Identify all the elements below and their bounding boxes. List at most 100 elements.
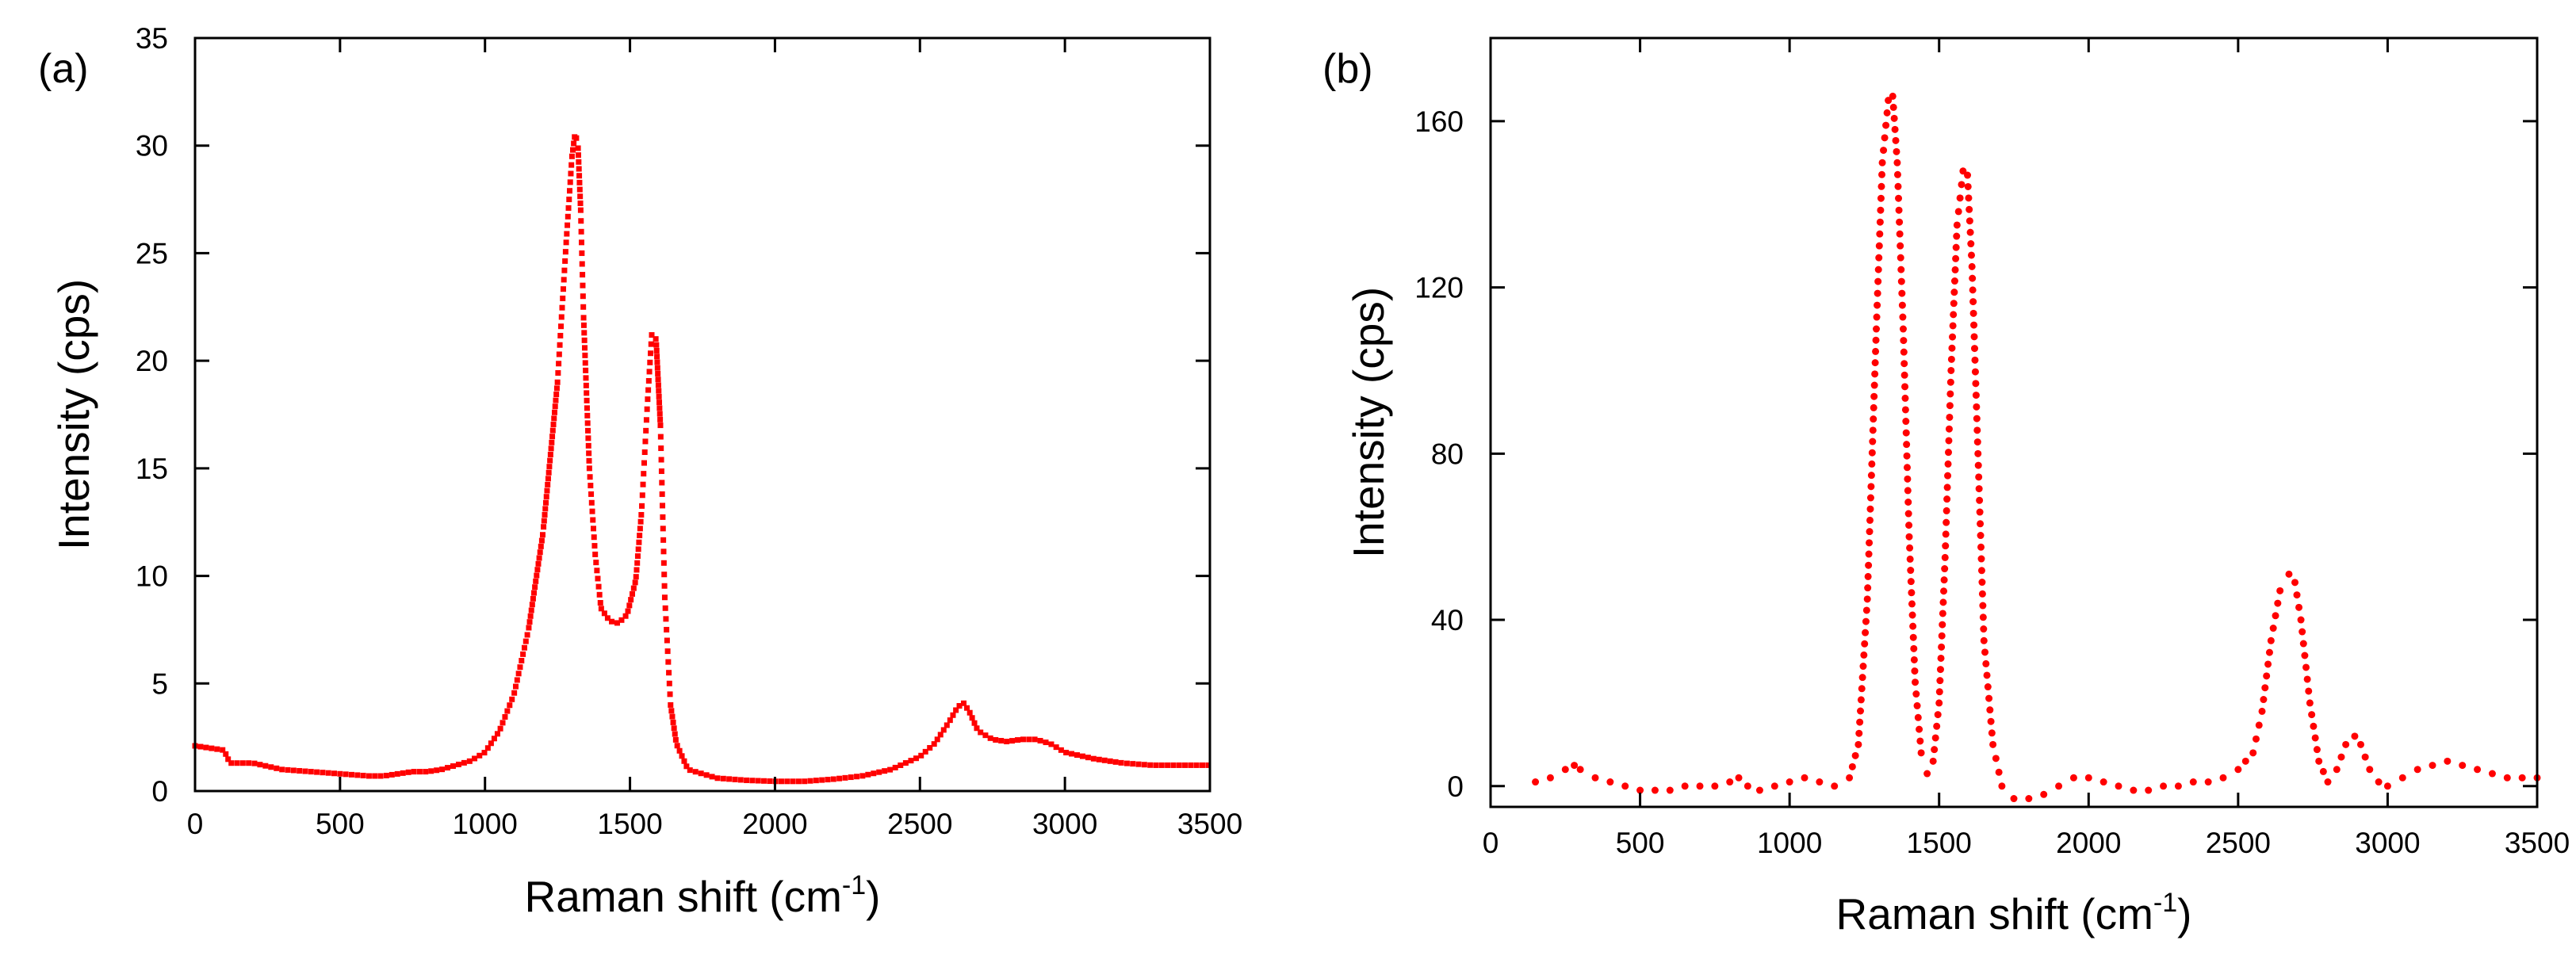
data-point-b [1945, 425, 1953, 433]
data-point-a [555, 370, 561, 376]
data-point-a [761, 778, 767, 784]
data-point-a [1048, 741, 1055, 747]
data-point-b [1916, 737, 1924, 745]
data-point-b [1893, 170, 1901, 178]
data-point-b [1865, 561, 1873, 569]
data-point-a [913, 755, 920, 762]
data-point-a [1090, 755, 1097, 762]
data-point-a [940, 727, 947, 733]
data-point-a [542, 511, 548, 518]
data-point-a [308, 769, 314, 775]
y-tick-label-a: 25 [136, 237, 168, 269]
data-point-b [2272, 612, 2279, 620]
data-point-b [1696, 782, 1704, 790]
y-tick-label-b: 40 [1431, 604, 1464, 636]
data-point-b [1651, 786, 1659, 794]
data-point-b [2315, 757, 2323, 765]
chart-panel-a: (a) 0 500 1000 1500 2000 2500 3000 3500 0 5 10 15 2… [38, 22, 1242, 921]
data-point-a [683, 763, 690, 770]
y-tick-label-a: 15 [136, 453, 168, 485]
data-point-b [1900, 337, 1908, 345]
data-point-a [848, 774, 854, 781]
data-point-b [2342, 740, 2350, 748]
data-point-a [660, 514, 666, 520]
data-point-b [1859, 663, 1867, 671]
data-point-a [659, 480, 665, 486]
data-point-a [580, 322, 587, 328]
data-point-b [1973, 403, 1981, 411]
data-point-a [539, 532, 545, 538]
data-point-b [2319, 767, 2327, 775]
data-point-a [223, 751, 229, 757]
data-point-a [561, 277, 567, 283]
data-point-b [2299, 640, 2307, 648]
data-point-b [1949, 322, 1957, 330]
data-point-a [520, 651, 526, 657]
data-point-b [1770, 782, 1778, 790]
data-point-b [1971, 345, 1978, 353]
data-point-b [1851, 751, 1859, 759]
data-point-a [565, 222, 571, 228]
data-point-b [1929, 757, 1937, 765]
data-point-b [1897, 254, 1904, 262]
data-point-b [1968, 262, 1976, 270]
data-point-a [1043, 740, 1049, 746]
data-point-a [656, 393, 662, 399]
data-point-b [1946, 378, 1954, 386]
data-point-a [641, 471, 647, 477]
data-point-b [1666, 786, 1674, 794]
data-point-a [512, 683, 519, 690]
data-point-b [1571, 762, 1579, 770]
data-point-b [1987, 717, 1995, 725]
data-point-b [1889, 103, 1897, 111]
data-point-b [1978, 579, 1986, 587]
data-point-a [1069, 751, 1075, 757]
data-point-a [593, 560, 599, 566]
data-point-a [644, 406, 650, 412]
data-point-b [1867, 483, 1875, 491]
data-point-b [1903, 441, 1911, 449]
data-point-a [576, 179, 583, 185]
data-point-b [1943, 484, 1951, 491]
data-point-a [660, 548, 667, 555]
data-point-a [577, 200, 584, 206]
data-point-a [802, 778, 808, 785]
data-point-a [657, 434, 664, 440]
data-point-a [578, 239, 584, 246]
data-point-b [1871, 359, 1879, 367]
data-point-a [565, 204, 572, 211]
data-point-b [2274, 599, 2282, 607]
data-point-b [1893, 147, 1900, 155]
data-point-a [502, 713, 508, 720]
data-point-b [2488, 770, 2496, 778]
data-point-a [543, 499, 549, 506]
data-point-a [579, 261, 585, 267]
data-point-a [898, 762, 904, 768]
data-point-a [676, 747, 683, 754]
data-point-a [214, 746, 220, 752]
data-point-b [2258, 707, 2266, 715]
data-point-b [2301, 652, 2309, 659]
data-point-b [1967, 240, 1975, 248]
data-point-b [1943, 495, 1951, 503]
data-point-b [2261, 684, 2269, 692]
data-point-b [2366, 766, 2374, 774]
x-axis-label-b: Raman shift (cm-1) [1836, 888, 2192, 938]
data-point-a [629, 591, 635, 597]
data-point-a [564, 231, 570, 237]
data-point-a [477, 752, 483, 759]
data-point-a [538, 543, 544, 549]
data-point-b [1681, 782, 1689, 790]
data-point-b [1875, 242, 1883, 250]
data-point-a [583, 367, 589, 373]
data-point-b [1950, 289, 1958, 296]
data-point-b [1903, 464, 1911, 472]
data-point-a [268, 764, 274, 770]
data-point-a [595, 575, 601, 582]
y-tick-label-a: 5 [151, 667, 168, 700]
data-point-b [2260, 696, 2268, 704]
x-tick-label-b: 3500 [2505, 827, 2570, 859]
data-point-b [2084, 774, 2092, 782]
data-point-b [2311, 734, 2319, 742]
data-point-a [666, 670, 672, 676]
